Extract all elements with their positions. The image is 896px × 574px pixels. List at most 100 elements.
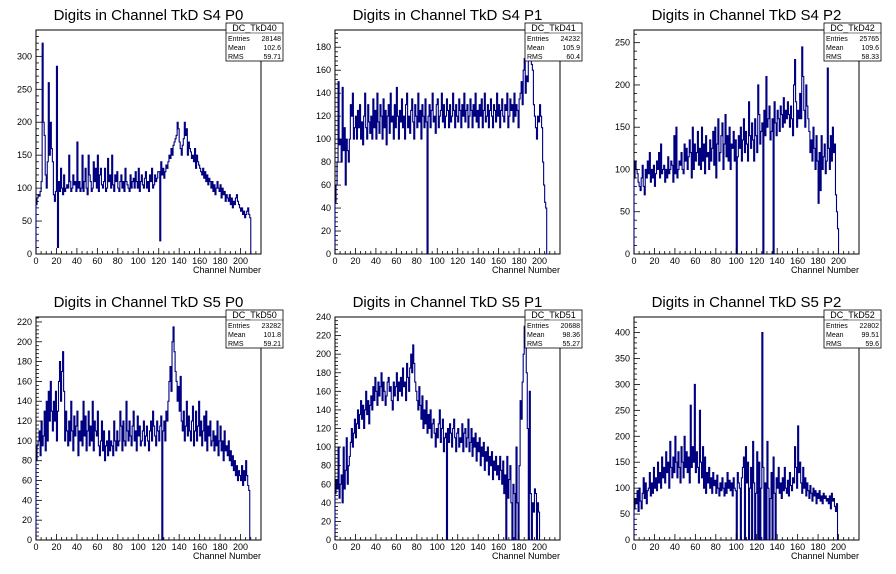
y-tick-label: 40	[321, 203, 331, 213]
stats-label-rms: RMS	[826, 341, 842, 348]
y-tick-label: 200	[17, 117, 32, 127]
stats-label-entries: Entries	[527, 323, 549, 330]
chart-title: Digits in Channel TkD S5 P1	[353, 294, 543, 311]
stats-value-entries: 20688	[561, 323, 581, 330]
stats-label-rms: RMS	[527, 341, 543, 348]
y-tick-label: 160	[17, 376, 32, 386]
x-tick-label: 0	[332, 542, 337, 552]
x-tick-label: 20	[649, 256, 659, 266]
y-tick-label: 160	[316, 65, 331, 75]
histogram-series	[634, 333, 839, 540]
stats-name: DC_TkD40	[232, 23, 277, 33]
y-tick-label: 250	[615, 405, 630, 415]
stats-value-mean: 109.6	[861, 45, 879, 52]
stats-label-rms: RMS	[228, 341, 244, 348]
x-axis-label: Channel Number	[492, 265, 560, 275]
stats-label-entries: Entries	[228, 36, 250, 43]
stats-label-entries: Entries	[826, 36, 848, 43]
chart-title: Digits in Channel TkD S5 P0	[54, 294, 244, 311]
x-tick-label: 100	[131, 542, 146, 552]
x-tick-label: 40	[72, 542, 82, 552]
stats-label-mean: Mean	[228, 45, 246, 52]
x-axis-label: Channel Number	[193, 551, 261, 561]
stats-value-entries: 23282	[262, 323, 282, 330]
y-tick-label: 350	[615, 353, 630, 363]
x-tick-label: 100	[430, 542, 445, 552]
y-tick-label: 20	[22, 515, 32, 525]
y-tick-label: 20	[321, 226, 331, 236]
y-tick-label: 0	[625, 535, 630, 545]
chart-title: Digits in Channel TkD S4 P2	[652, 7, 842, 24]
stats-value-entries: 22802	[860, 323, 880, 330]
x-tick-label: 20	[51, 256, 61, 266]
y-tick-label: 100	[17, 436, 32, 446]
stats-box: DC_TkD40 Entries 28148 Mean 102.6 RMS 59.71	[226, 23, 283, 61]
y-tick-label: 180	[17, 357, 32, 367]
stats-value-rms: 59.71	[263, 54, 281, 61]
stats-label-rms: RMS	[228, 54, 244, 61]
y-tick-label: 0	[326, 249, 331, 259]
chart-title: Digits in Channel TkD S4 P1	[353, 7, 543, 24]
x-tick-label: 60	[92, 256, 102, 266]
x-tick-label: 20	[51, 542, 61, 552]
plot-frame	[335, 30, 560, 254]
x-tick-label: 80	[113, 256, 123, 266]
y-tick-label: 100	[17, 183, 32, 193]
stats-value-rms: 58.33	[861, 54, 879, 61]
x-tick-label: 140	[770, 542, 785, 552]
y-tick-label: 200	[615, 431, 630, 441]
y-tick-label: 200	[17, 337, 32, 347]
x-tick-label: 0	[631, 256, 636, 266]
x-tick-label: 40	[670, 256, 680, 266]
y-tick-label: 0	[326, 535, 331, 545]
x-tick-label: 0	[33, 256, 38, 266]
stats-value-entries: 24232	[561, 36, 581, 43]
plot-frame	[634, 317, 859, 540]
y-tick-label: 100	[316, 442, 331, 452]
y-tick-label: 60	[22, 476, 32, 486]
x-tick-label: 140	[471, 542, 486, 552]
stats-label-entries: Entries	[527, 36, 549, 43]
y-tick-label: 100	[316, 134, 331, 144]
stats-label-mean: Mean	[228, 332, 246, 339]
stats-value-mean: 99.51	[861, 332, 879, 339]
histogram-panel: Digits in Channel TkD S5 P20 20 40 60 80 100 1…	[615, 294, 881, 561]
x-tick-label: 40	[72, 256, 82, 266]
y-tick-label: 100	[615, 164, 630, 174]
y-tick-label: 80	[321, 157, 331, 167]
x-tick-label: 80	[412, 256, 422, 266]
stats-value-entries: 28148	[262, 36, 282, 43]
stats-value-entries: 25765	[860, 36, 880, 43]
stats-value-mean: 102.6	[263, 45, 281, 52]
x-axis-label: Channel Number	[791, 551, 859, 561]
histogram-panel: Digits in Channel TkD S5 P0 0 20 40 60 80 100 1…	[17, 294, 283, 561]
x-tick-label: 120	[151, 256, 166, 266]
histogram-series	[335, 326, 541, 540]
y-tick-label: 40	[321, 498, 331, 508]
y-tick-label: 50	[620, 509, 630, 519]
chart-title: Digits in Channel TkD S5 P2	[652, 294, 842, 311]
x-tick-label: 120	[450, 542, 465, 552]
x-axis-label: Channel Number	[492, 551, 560, 561]
stats-box: DC_TkD52 Entries 22802 Mean 99.51 RMS 59.6	[824, 310, 881, 348]
y-tick-label: 60	[321, 180, 331, 190]
histogram-panel: Digits in Channel TkD S4 P20 20 40 60 80 100 1…	[615, 7, 881, 275]
chart-title: Digits in Channel TkD S4 P0	[54, 7, 244, 24]
stats-box: DC_TkD50 Entries 23282 Mean 101.8 RMS 59.21	[226, 310, 283, 348]
x-tick-label: 20	[350, 542, 360, 552]
y-tick-label: 140	[17, 396, 32, 406]
stats-label-entries: Entries	[826, 323, 848, 330]
histogram-panel: Digits in Channel TkD S4 P1 0 20 40 60 80 100 1…	[316, 7, 582, 275]
y-tick-label: 120	[316, 111, 331, 121]
x-tick-label: 120	[749, 256, 764, 266]
y-tick-label: 180	[316, 42, 331, 52]
x-tick-label: 0	[332, 256, 337, 266]
y-tick-label: 300	[17, 51, 32, 61]
x-tick-label: 80	[113, 542, 123, 552]
y-tick-label: 400	[615, 328, 630, 338]
y-tick-label: 160	[316, 386, 331, 396]
x-tick-label: 60	[391, 256, 401, 266]
y-tick-label: 0	[27, 249, 32, 259]
y-tick-label: 240	[316, 312, 331, 322]
x-axis-label: Channel Number	[193, 265, 261, 275]
